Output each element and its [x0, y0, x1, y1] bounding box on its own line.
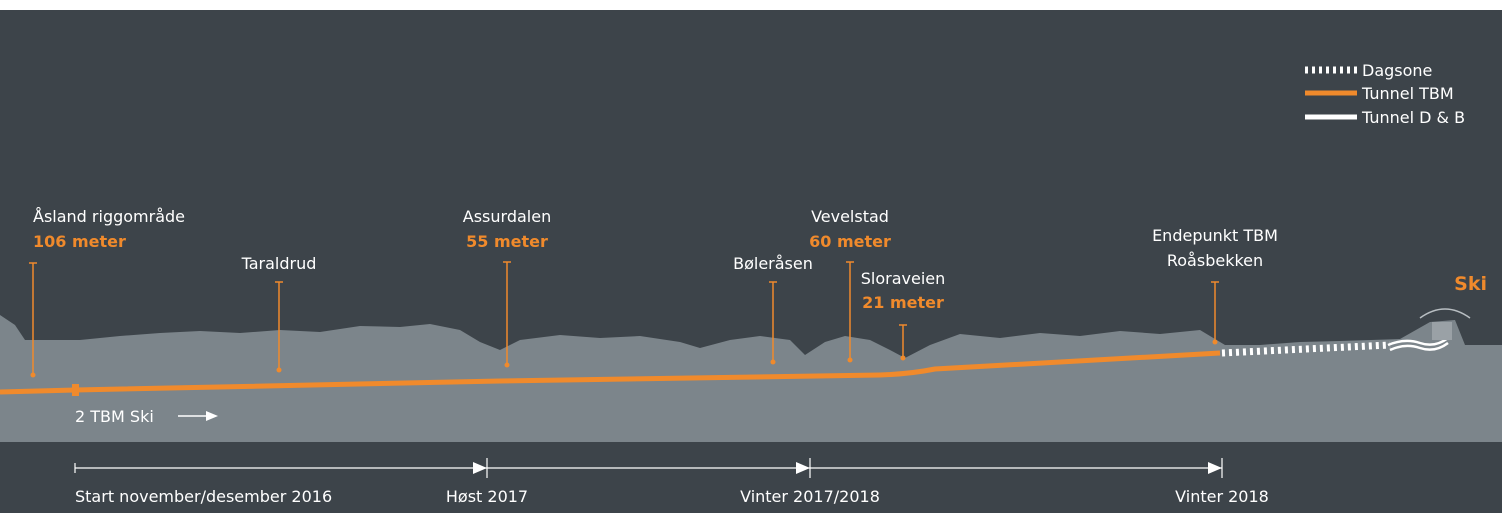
pin-dot: [848, 358, 853, 363]
timeline-label: Vinter 2017/2018: [740, 487, 880, 506]
tunnel-diagram: Dagsone Tunnel TBM Tunnel D & B Åsland r…: [0, 0, 1502, 513]
legend-label: Tunnel D & B: [1361, 108, 1465, 127]
location-depth: 21 meter: [862, 293, 944, 312]
pin-dot: [771, 360, 776, 365]
location-subname: Roåsbekken: [1167, 251, 1263, 270]
pin-dot: [505, 363, 510, 368]
legend-label: Dagsone: [1362, 61, 1432, 80]
location-name: Vevelstad: [811, 207, 889, 226]
timeline-label: Høst 2017: [446, 487, 528, 506]
pin-dot: [277, 368, 282, 373]
direction-label: 2 TBM Ski: [75, 407, 154, 426]
location-name: Bøleråsen: [733, 254, 813, 273]
location-name: Sloraveien: [861, 269, 946, 288]
location-name: Taraldrud: [241, 254, 317, 273]
location-name: Åsland riggområde: [33, 207, 185, 226]
pin-dot: [1213, 340, 1218, 345]
timeline-label: Vinter 2018: [1175, 487, 1269, 506]
pin-dot: [901, 356, 906, 361]
start-marker: [72, 384, 79, 396]
location-depth: 106 meter: [33, 232, 126, 251]
location-name: Endepunkt TBM: [1152, 226, 1278, 245]
location-depth: 55 meter: [466, 232, 548, 251]
location-name: Assurdalen: [463, 207, 551, 226]
destination: Ski: [1454, 273, 1487, 295]
station-building: [1432, 322, 1452, 340]
legend-label: Tunnel TBM: [1361, 84, 1454, 103]
location-depth: 60 meter: [809, 232, 891, 251]
pin-dot: [31, 373, 36, 378]
timeline-label: Start november/desember 2016: [75, 487, 332, 506]
